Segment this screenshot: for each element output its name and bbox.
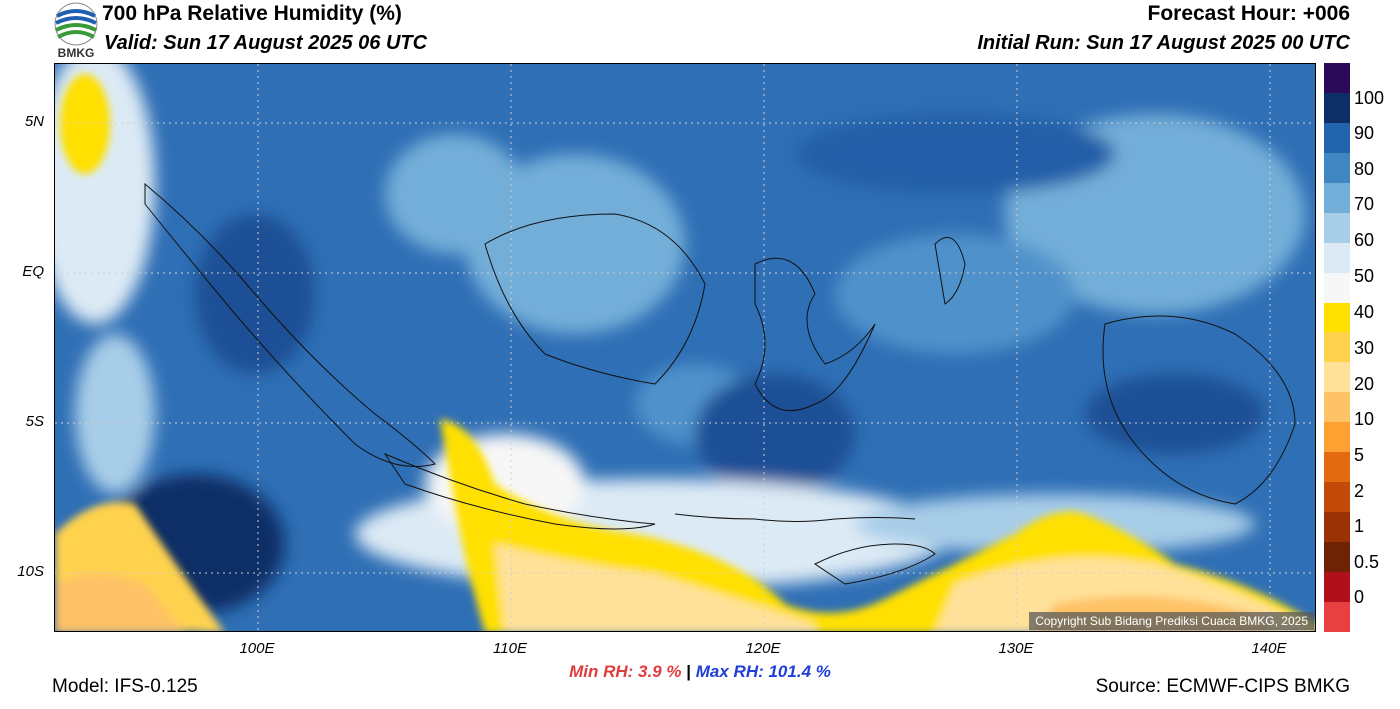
colorbar-segment (1324, 601, 1350, 632)
colorbar-segment (1324, 152, 1350, 183)
colorbar-label: 70 (1354, 194, 1375, 214)
colorbar-segment (1324, 452, 1350, 483)
colorbar-segment (1324, 302, 1350, 333)
forecast-hour: Forecast Hour: +006 (1147, 2, 1351, 25)
colorbar-label: 10 (1354, 409, 1375, 429)
logo-text: BMKG (57, 46, 95, 60)
colorbar-segment (1324, 92, 1350, 123)
lon-label: 110E (493, 640, 527, 657)
data-source: Source: ECMWF-CIPS BMKG (1095, 676, 1350, 697)
colorbar-segment (1324, 242, 1350, 273)
lon-label: 140E (1251, 640, 1287, 657)
colorbar-label: 40 (1354, 302, 1375, 322)
colorbar-label: 50 (1354, 266, 1375, 286)
max-rh: Max RH: 101.4 % (695, 662, 831, 681)
lon-label: 100E (239, 640, 275, 657)
colorbar-segment (1324, 422, 1350, 453)
colorbar-label: 0 (1354, 587, 1365, 607)
colorbar-segment (1324, 212, 1350, 243)
lat-label: 5S (25, 413, 44, 430)
colorbar-segment (1324, 362, 1350, 393)
colorbar-label: 1 (1354, 516, 1365, 536)
separator: | (686, 662, 692, 681)
colorbar-label: 0.5 (1354, 552, 1380, 572)
initial-run: Initial Run: Sun 17 August 2025 00 UTC (977, 32, 1350, 54)
lat-label: 5N (24, 113, 44, 130)
colorbar-label: 30 (1354, 338, 1375, 358)
humidity-map (54, 63, 1316, 632)
chart-title: 700 hPa Relative Humidity (%) (102, 2, 402, 25)
lon-label: 130E (998, 640, 1034, 657)
colorbar-label: 100 (1354, 88, 1385, 108)
colorbar-segment (1324, 482, 1350, 513)
bmkg-logo (52, 2, 100, 60)
colorbar-segment (1324, 332, 1350, 363)
copyright-notice: Copyright Sub Bidang Prediksi Cuaca BMKG… (1029, 612, 1314, 630)
coastlines (144, 182, 1296, 585)
lat-label: EQ (22, 263, 44, 280)
colorbar-segment (1324, 122, 1350, 153)
colorbar-segment (1324, 512, 1350, 542)
lon-label: 120E (745, 640, 781, 657)
colorbar-segment (1324, 63, 1350, 93)
min-max-rh: Min RH: 3.9 % | Max RH: 101.4 % (0, 662, 1400, 682)
colorbar (1324, 63, 1350, 632)
colorbar-label: 20 (1354, 374, 1375, 394)
colorbar-segment (1324, 182, 1350, 213)
colorbar-label: 2 (1354, 481, 1365, 501)
min-rh: Min RH: 3.9 % (569, 662, 682, 681)
colorbar-segment (1324, 272, 1350, 303)
colorbar-label: 5 (1354, 445, 1365, 465)
colorbar-segment (1324, 542, 1350, 572)
colorbar-segment (1324, 571, 1350, 602)
colorbar-label: 60 (1354, 230, 1375, 250)
colorbar-segment (1324, 392, 1350, 423)
lat-label: 10S (17, 563, 44, 580)
model-name: Model: IFS-0.125 (52, 676, 198, 697)
colorbar-label: 90 (1354, 123, 1375, 143)
valid-time: Valid: Sun 17 August 2025 06 UTC (104, 32, 428, 54)
colorbar-label: 80 (1354, 159, 1375, 179)
